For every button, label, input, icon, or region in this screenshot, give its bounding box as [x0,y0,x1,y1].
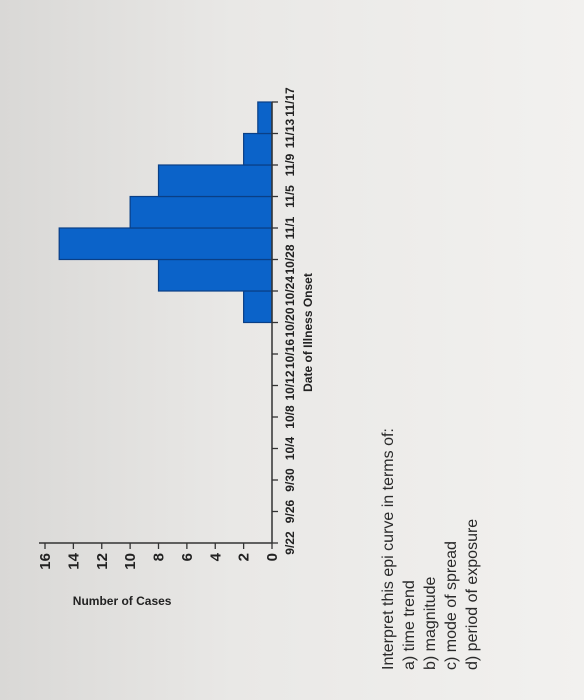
y-tick-label-3: 6 [179,553,196,561]
question-item-d: d) period of exposure [464,518,481,670]
x-tick-label-7: 10/20 [283,307,297,337]
y-tick-label-4: 8 [151,553,168,561]
y-tick-label-6: 12 [94,553,111,570]
x-tick-label-1: 9/26 [283,499,297,523]
y-axis-title: Number of Cases [73,594,172,608]
question-prompt: Interpret this epi curve in terms of: [380,428,397,670]
bar-3 [129,195,273,229]
y-tick-label-7: 14 [65,552,82,569]
x-tick-label-6: 10/16 [283,339,297,369]
x-tick-label-13: 11/13 [283,118,297,148]
y-tick-label-2: 4 [207,552,224,561]
x-tick-label-11: 11/5 [283,185,297,208]
question-item-b: b) magnitude [422,576,439,670]
y-tick-label-1: 2 [236,553,253,561]
y-tick-label-0: 0 [264,553,281,561]
x-tick-label-5: 10/12 [283,370,297,400]
x-tick-label-9: 10/28 [283,244,297,274]
x-tick-label-8: 10/24 [283,276,297,306]
y-tick-label-5: 10 [122,553,139,570]
bar-6 [257,101,273,135]
x-axis-title: Date of Illness Onset [301,273,315,392]
bar-4 [157,164,273,198]
x-tick-label-10: 11/1 [283,216,297,239]
x-tick-label-0: 9/22 [283,531,297,555]
x-tick-label-3: 10/4 [283,436,297,460]
x-tick-label-14: 11/17 [283,87,297,117]
x-tick-label-12: 11/9 [283,153,297,176]
question-block: Interpret this epi curve in terms of: a)… [378,30,483,670]
bar-5 [243,132,273,166]
x-tick-label-4: 10/8 [283,405,297,429]
bar-1 [157,258,273,292]
question-item-c: c) mode of spread [443,541,460,670]
bar-2 [58,227,273,261]
x-tick-label-2: 9/30 [283,468,297,492]
question-item-a: a) time trend [401,580,418,670]
bar-0 [243,290,273,324]
y-tick-label-8: 16 [37,553,54,570]
